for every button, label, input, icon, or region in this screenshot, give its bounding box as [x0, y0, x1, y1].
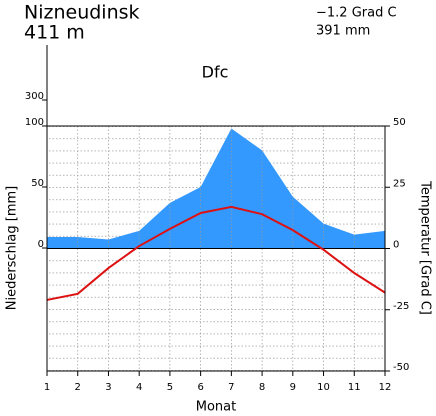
climate-class: Dfc	[202, 63, 229, 82]
y2-tick-label: 25	[393, 178, 406, 189]
precipitation-total: 391 mm	[316, 24, 370, 39]
x-tick-label: 12	[379, 382, 392, 393]
x-tick-label: 11	[348, 382, 361, 393]
y2-axis-label: Temperatur [Grad C]	[418, 180, 433, 315]
x-tick-label: 2	[75, 382, 81, 393]
y2-tick-label: 0	[393, 240, 399, 251]
x-tick-label: 9	[290, 382, 296, 393]
x-tick-label: 10	[317, 382, 330, 393]
y-tick-label: 50	[31, 178, 44, 189]
elevation: 411 m	[24, 22, 85, 44]
x-axis-label: Monat	[196, 400, 236, 415]
x-tick-label: 7	[228, 382, 234, 393]
mean-temperature: −1.2 Grad C	[316, 6, 397, 21]
y-axis-label: Niederschlag [mm]	[5, 186, 20, 311]
station: Nizneudinsk	[24, 2, 140, 24]
x-tick-label: 6	[197, 382, 203, 393]
y2-tick-label: 50	[393, 117, 406, 128]
precipitation-area	[47, 128, 385, 248]
y2-tick-label: -25	[393, 301, 409, 312]
x-tick-label: 8	[259, 382, 265, 393]
x-tick-label: 1	[44, 382, 50, 393]
y-tick-label: 0	[38, 239, 44, 250]
x-tick-label: 5	[167, 382, 173, 393]
y-tick-label: 300	[25, 91, 44, 102]
x-tick-label: 3	[105, 382, 111, 393]
y-tick-label: 100	[25, 117, 44, 128]
x-tick-label: 4	[136, 382, 142, 393]
y2-tick-label: -50	[393, 362, 409, 373]
temperature-line	[46, 205, 386, 301]
